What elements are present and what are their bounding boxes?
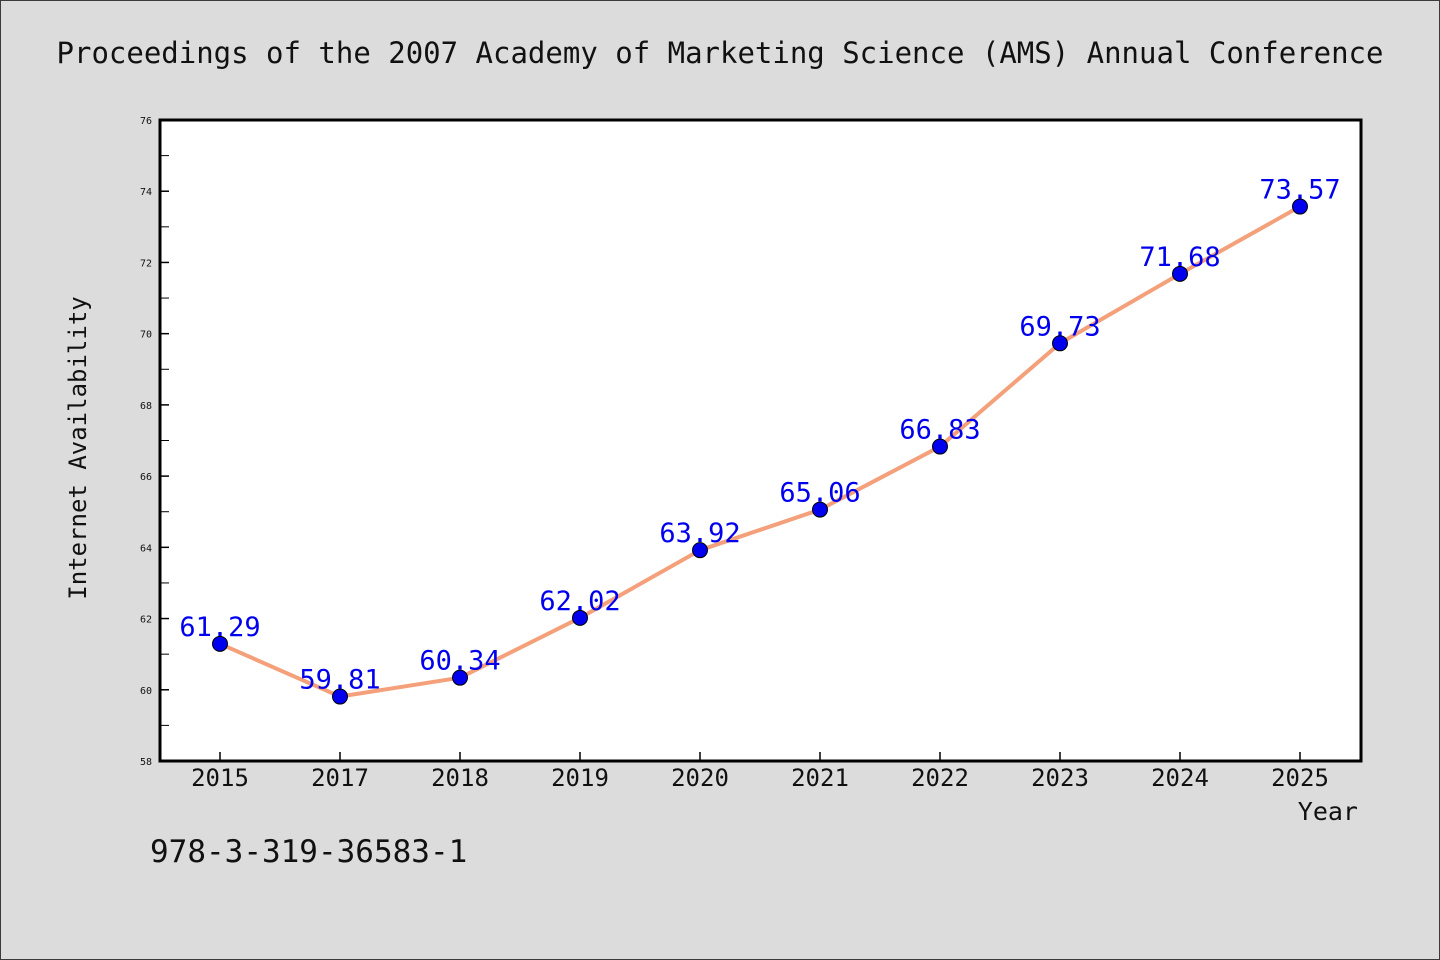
y-tick-label: 64 bbox=[140, 543, 152, 554]
x-tick-label: 2015 bbox=[191, 764, 249, 792]
data-label: 73.57 bbox=[1259, 175, 1340, 206]
y-tick-label: 70 bbox=[140, 330, 152, 341]
data-point-marker bbox=[812, 501, 828, 518]
x-tick-label: 2022 bbox=[911, 764, 969, 792]
data-label: 60.34 bbox=[419, 646, 500, 677]
plot-area bbox=[158, 118, 1363, 763]
y-tick-label: 68 bbox=[140, 401, 152, 412]
data-point-marker bbox=[572, 609, 588, 626]
isbn-text: 978-3-319-36583-1 bbox=[150, 834, 468, 870]
data-label: 66.83 bbox=[899, 415, 980, 446]
x-tick-label: 2018 bbox=[431, 764, 489, 792]
data-point-marker bbox=[1292, 198, 1308, 215]
data-label: 62.02 bbox=[539, 586, 620, 617]
x-axis-label: Year bbox=[1298, 797, 1358, 826]
series-line bbox=[218, 204, 1302, 699]
y-tick-label: 62 bbox=[140, 615, 152, 626]
data-label: 59.81 bbox=[299, 665, 380, 696]
y-tick-label: 72 bbox=[140, 258, 152, 269]
y-axis-ticks: 58 60 62 64 66 68 70 72 74 76 bbox=[140, 116, 169, 768]
y-axis-label: Internet Availability bbox=[64, 296, 92, 599]
y-tick-label: 58 bbox=[140, 757, 152, 768]
y-tick-label: 74 bbox=[140, 187, 152, 198]
y-tick-label: 60 bbox=[140, 686, 152, 697]
data-point-marker bbox=[692, 542, 708, 559]
x-tick-label: 2017 bbox=[311, 764, 369, 792]
y-tick-label: 76 bbox=[140, 116, 152, 127]
chart-title: Proceedings of the 2007 Academy of Marke… bbox=[56, 36, 1384, 70]
data-point-marker bbox=[1052, 335, 1068, 352]
data-label: 65.06 bbox=[779, 478, 860, 509]
x-tick-label: 2024 bbox=[1151, 764, 1209, 792]
data-label: 69.73 bbox=[1019, 311, 1100, 342]
x-tick-label: 2023 bbox=[1031, 764, 1089, 792]
data-point-marker bbox=[212, 635, 228, 652]
data-points bbox=[212, 198, 1308, 705]
data-point-marker bbox=[452, 669, 468, 686]
data-label: 71.68 bbox=[1139, 242, 1220, 273]
data-label: 61.29 bbox=[179, 612, 260, 643]
x-tick-label: 2025 bbox=[1271, 764, 1329, 792]
x-axis-ticks: 2015 2017 2018 2019 2020 2021 2022 2023 2024 2025 bbox=[191, 752, 1329, 792]
x-tick-label: 2020 bbox=[671, 764, 729, 792]
y-tick-label: 66 bbox=[140, 472, 152, 483]
data-point-marker bbox=[332, 688, 348, 705]
x-tick-label: 2021 bbox=[791, 764, 849, 792]
data-labels: 61.29 59.81 60.34 62.02 63.92 65.06 66.83 69.73… bbox=[179, 175, 1340, 696]
data-point-marker bbox=[932, 438, 948, 455]
data-label: 63.92 bbox=[659, 518, 740, 549]
data-point-marker bbox=[1172, 265, 1188, 282]
x-tick-label: 2019 bbox=[551, 764, 609, 792]
